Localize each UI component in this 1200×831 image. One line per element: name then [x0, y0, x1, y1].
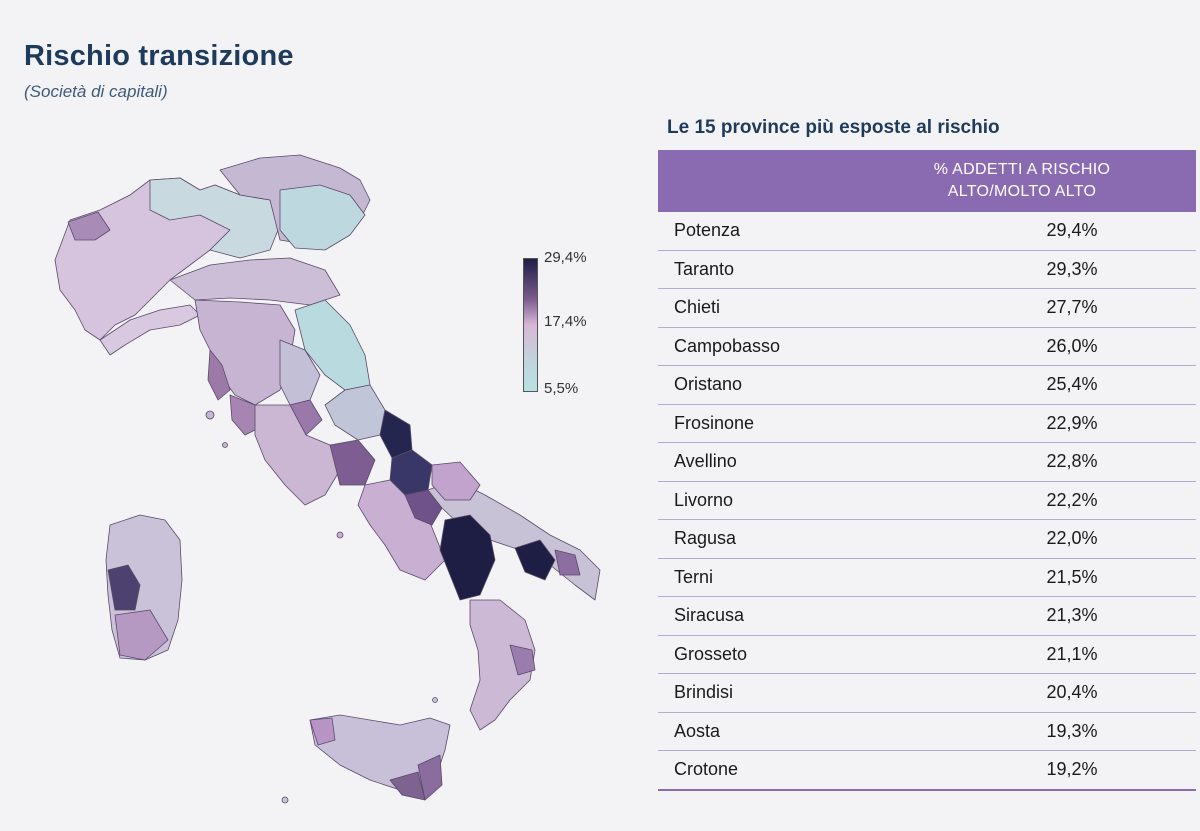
province-foggia [431, 461, 481, 501]
region-veneto [279, 184, 366, 251]
region-calabria [469, 599, 536, 731]
table-header-row: % ADDETTI A RISCHIO ALTO/MOLTO ALTO [658, 150, 1196, 212]
table-row: Grosseto 21,1% [658, 635, 1196, 674]
region-lazio [254, 404, 341, 506]
province-name: Chieti [658, 288, 848, 328]
province-value: 21,1% [848, 635, 1196, 674]
province-value: 22,2% [848, 481, 1196, 520]
province-name: Grosseto [658, 635, 848, 674]
province-value: 19,3% [848, 712, 1196, 751]
province-trapani [309, 717, 336, 746]
region-liguria [99, 304, 201, 356]
province-name: Potenza [658, 212, 848, 251]
top-provinces-table: % ADDETTI A RISCHIO ALTO/MOLTO ALTO Pote… [658, 150, 1196, 791]
province-name: Livorno [658, 481, 848, 520]
province-name: Terni [658, 558, 848, 597]
province-name: Oristano [658, 365, 848, 405]
province-oristano [107, 564, 141, 611]
province-chieti [379, 409, 413, 459]
table-row: Oristano 25,4% [658, 365, 1196, 405]
province-name: Avellino [658, 442, 848, 482]
table-row: Aosta 19,3% [658, 712, 1196, 751]
province-avellino [404, 489, 443, 526]
page-title: Rischio transizione [24, 40, 294, 72]
province-name: Campobasso [658, 327, 848, 366]
province-value: 22,8% [848, 442, 1196, 482]
header-value-cell: % ADDETTI A RISCHIO ALTO/MOLTO ALTO [848, 150, 1196, 212]
province-frosinone [329, 439, 376, 486]
province-value: 21,5% [848, 558, 1196, 597]
table-row: Taranto 29,3% [658, 250, 1196, 289]
province-name: Brindisi [658, 673, 848, 713]
table-row: Crotone 19,2% [658, 750, 1196, 791]
island-pantelleria [281, 796, 289, 804]
province-value: 20,4% [848, 673, 1196, 713]
province-value: 29,4% [848, 212, 1196, 251]
table-row: Campobasso 26,0% [658, 327, 1196, 366]
region-emilia [169, 257, 341, 306]
province-livorno [207, 349, 231, 401]
legend-mid-label: 17,4% [544, 313, 587, 330]
province-name: Aosta [658, 712, 848, 751]
table-row: Chieti 27,7% [658, 288, 1196, 328]
region-tuscany [194, 299, 296, 406]
table-title: Le 15 province più esposte al rischio [667, 117, 1000, 138]
header-province-cell [658, 150, 848, 212]
province-value: 27,7% [848, 288, 1196, 328]
table-row: Siracusa 21,3% [658, 596, 1196, 636]
province-value: 21,3% [848, 596, 1196, 636]
province-potenza [439, 514, 496, 601]
province-taranto [514, 539, 556, 581]
province-crotone [509, 644, 536, 676]
province-ragusa [389, 771, 426, 801]
region-abruzzo [324, 384, 386, 441]
table-row: Potenza 29,4% [658, 212, 1196, 251]
color-legend: 29,4% 17,4% 5,5% [520, 249, 610, 400]
province-value: 19,2% [848, 750, 1196, 791]
table-row: Livorno 22,2% [658, 481, 1196, 520]
region-campania [357, 479, 446, 581]
province-value: 29,3% [848, 250, 1196, 289]
province-value: 22,9% [848, 404, 1196, 443]
table-row: Frosinone 22,9% [658, 404, 1196, 443]
legend-max-label: 29,4% [544, 249, 587, 266]
table-row: Avellino 22,8% [658, 442, 1196, 482]
header-line-1: % ADDETTI A RISCHIO [933, 161, 1111, 178]
province-value: 26,0% [848, 327, 1196, 366]
province-value: 25,4% [848, 365, 1196, 405]
province-siracusa [417, 754, 443, 801]
table-row: Terni 21,5% [658, 558, 1196, 597]
island-lipari [432, 697, 438, 703]
table-row: Ragusa 22,0% [658, 519, 1196, 559]
page-subtitle: (Società di capitali) [24, 82, 168, 101]
province-name: Frosinone [658, 404, 848, 443]
region-lombardy [149, 177, 281, 259]
province-name: Taranto [658, 250, 848, 289]
province-brindisi [554, 549, 581, 576]
province-south-sardinia [114, 609, 169, 661]
province-aosta [67, 211, 111, 241]
legend-gradient-bar [523, 258, 538, 392]
island-giglio [222, 442, 228, 448]
legend-min-label: 5,5% [544, 380, 579, 397]
italy-map [54, 154, 601, 804]
province-value: 22,0% [848, 519, 1196, 559]
province-name: Crotone [658, 750, 848, 791]
province-name: Ragusa [658, 519, 848, 559]
island-elba [205, 410, 215, 420]
province-name: Siracusa [658, 596, 848, 636]
table-row: Brindisi 20,4% [658, 673, 1196, 713]
header-line-2: ALTO/MOLTO ALTO [947, 183, 1097, 200]
island-ischia [336, 531, 344, 539]
